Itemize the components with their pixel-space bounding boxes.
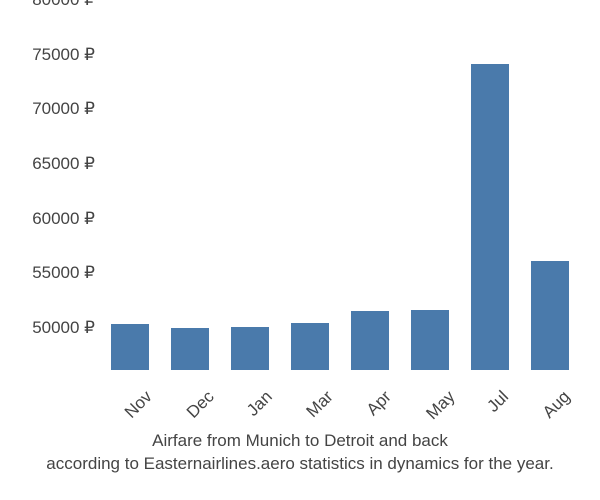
y-tick: 80000 ₽ <box>32 0 95 10</box>
y-tick: 55000 ₽ <box>32 263 95 283</box>
bar-may <box>411 310 449 370</box>
bar-mar <box>291 323 329 370</box>
chart-caption: Airfare from Munich to Detroit and back … <box>0 430 600 476</box>
y-tick: 70000 ₽ <box>32 99 95 119</box>
bar-aug <box>531 261 569 370</box>
y-axis: 50000 ₽ 55000 ₽ 60000 ₽ 65000 ₽ 70000 ₽ … <box>0 20 95 370</box>
x-axis: Nov Dec Jan Mar Apr May Jul Aug <box>100 375 580 425</box>
plot-area <box>100 20 580 370</box>
bars-group <box>100 20 580 370</box>
bar-jul <box>471 64 509 370</box>
caption-line-2: according to Easternairlines.aero statis… <box>46 454 553 473</box>
bar-nov <box>111 324 149 370</box>
caption-line-1: Airfare from Munich to Detroit and back <box>152 431 448 450</box>
bar-dec <box>171 328 209 370</box>
y-tick: 75000 ₽ <box>32 45 95 65</box>
bar-jan <box>231 327 269 370</box>
y-tick: 65000 ₽ <box>32 154 95 174</box>
y-tick: 50000 ₽ <box>32 318 95 338</box>
y-tick: 60000 ₽ <box>32 209 95 229</box>
airfare-bar-chart: 50000 ₽ 55000 ₽ 60000 ₽ 65000 ₽ 70000 ₽ … <box>0 0 600 500</box>
bar-apr <box>351 311 389 370</box>
